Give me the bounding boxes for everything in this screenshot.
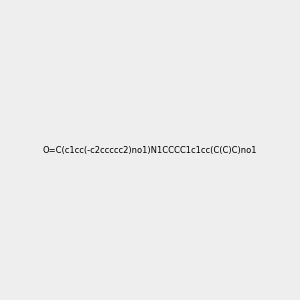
- Text: O=C(c1cc(-c2ccccc2)no1)N1CCCC1c1cc(C(C)C)no1: O=C(c1cc(-c2ccccc2)no1)N1CCCC1c1cc(C(C)C…: [43, 146, 257, 154]
